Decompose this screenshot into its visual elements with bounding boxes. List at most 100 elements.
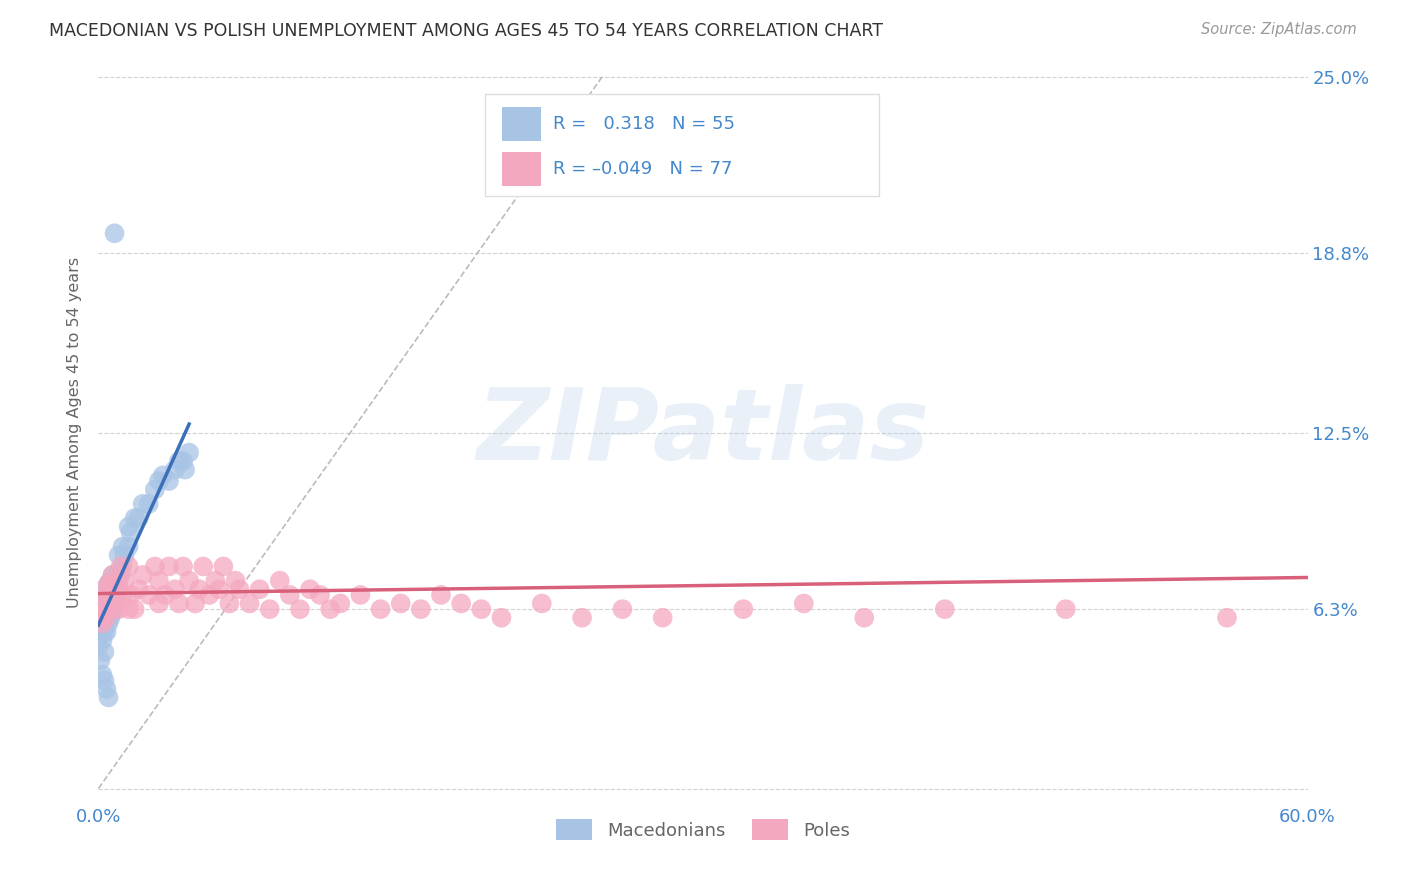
Point xyxy=(179,574,201,588)
Point xyxy=(128,511,150,525)
Point xyxy=(208,582,231,597)
Point xyxy=(309,588,332,602)
Point xyxy=(103,576,125,591)
Point xyxy=(87,611,110,625)
Point xyxy=(450,597,472,611)
Point xyxy=(93,645,115,659)
Point xyxy=(124,511,146,525)
Point xyxy=(120,525,142,540)
Point xyxy=(96,591,118,605)
Point xyxy=(93,673,115,688)
Point xyxy=(188,582,211,597)
Point xyxy=(491,611,513,625)
Point xyxy=(143,483,166,497)
Point xyxy=(167,454,190,468)
Point xyxy=(157,559,180,574)
Point xyxy=(118,519,141,533)
Point xyxy=(212,559,235,574)
Point xyxy=(91,597,114,611)
Point xyxy=(174,462,197,476)
Point xyxy=(89,611,111,625)
Point xyxy=(349,588,371,602)
Point xyxy=(148,597,170,611)
Point xyxy=(167,597,190,611)
Point xyxy=(110,568,132,582)
Point xyxy=(107,565,129,579)
Point xyxy=(389,597,412,611)
Point xyxy=(100,574,122,588)
Point xyxy=(138,497,160,511)
Point xyxy=(118,540,141,554)
Point xyxy=(107,582,129,597)
Point xyxy=(198,588,221,602)
Point xyxy=(733,602,755,616)
Point xyxy=(91,633,114,648)
Point xyxy=(89,616,111,631)
Point xyxy=(239,597,262,611)
Point xyxy=(128,582,150,597)
Point xyxy=(651,611,673,625)
Point xyxy=(153,588,176,602)
Point xyxy=(120,588,142,602)
Point xyxy=(193,559,215,574)
Point xyxy=(97,616,120,631)
Point xyxy=(224,574,246,588)
Point xyxy=(259,602,281,616)
Point xyxy=(299,582,322,597)
Point xyxy=(571,611,593,625)
Point xyxy=(101,605,124,619)
Point xyxy=(118,602,141,616)
Y-axis label: Unemployment Among Ages 45 to 54 years: Unemployment Among Ages 45 to 54 years xyxy=(67,257,83,608)
Point xyxy=(118,559,141,574)
Point xyxy=(91,667,114,681)
Point xyxy=(100,593,122,607)
Point xyxy=(163,462,186,476)
Point xyxy=(179,445,201,459)
Point xyxy=(87,605,110,619)
Point xyxy=(692,169,714,184)
Point xyxy=(138,588,160,602)
Point xyxy=(96,611,118,625)
Point xyxy=(269,574,291,588)
Point xyxy=(97,599,120,614)
Point xyxy=(470,602,492,616)
Point xyxy=(97,690,120,705)
Point xyxy=(319,602,342,616)
Point xyxy=(152,468,174,483)
Point xyxy=(132,568,155,582)
Point xyxy=(172,454,194,468)
Point xyxy=(934,602,956,616)
Point xyxy=(132,497,155,511)
Point xyxy=(100,611,122,625)
Text: R = –0.049   N = 77: R = –0.049 N = 77 xyxy=(553,160,733,178)
Point xyxy=(101,568,124,582)
Point xyxy=(111,540,134,554)
Point xyxy=(91,611,114,625)
Point xyxy=(370,602,392,616)
Point xyxy=(107,574,129,588)
Point xyxy=(612,602,634,616)
Point xyxy=(853,611,876,625)
Point xyxy=(278,588,301,602)
Point xyxy=(97,576,120,591)
Point xyxy=(114,548,136,562)
Point xyxy=(93,582,115,597)
Point xyxy=(184,597,207,611)
Point xyxy=(103,597,125,611)
Point xyxy=(163,582,186,597)
Point xyxy=(143,559,166,574)
Point xyxy=(105,588,128,602)
Point xyxy=(288,602,311,616)
Point xyxy=(1054,602,1077,616)
Point xyxy=(103,597,125,611)
Point xyxy=(91,616,114,631)
Point xyxy=(87,624,110,639)
Point xyxy=(793,597,815,611)
Point xyxy=(530,597,553,611)
Point xyxy=(124,602,146,616)
Point xyxy=(96,588,118,602)
Point xyxy=(91,597,114,611)
Point xyxy=(101,588,124,602)
Point xyxy=(157,474,180,488)
Text: ZIPatlas: ZIPatlas xyxy=(477,384,929,481)
